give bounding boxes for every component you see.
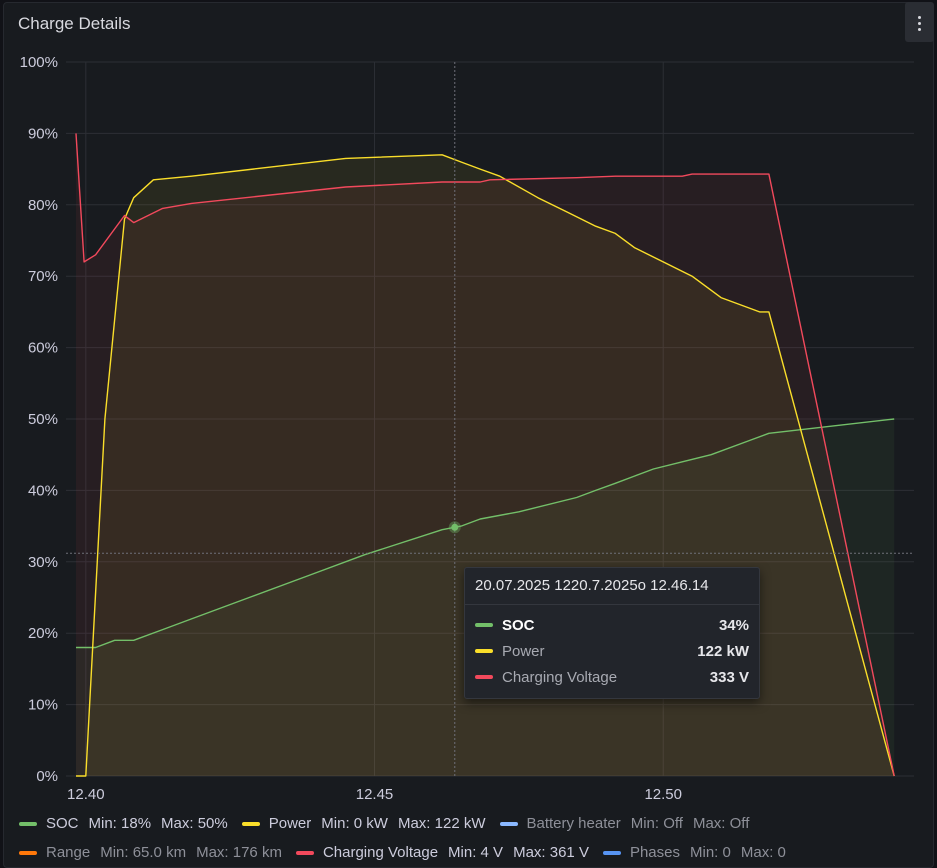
y-tick-label: 0%: [36, 768, 58, 785]
tooltip-value: 34%: [718, 616, 749, 634]
legend-label: Range: [46, 844, 91, 861]
panel-menu-button[interactable]: [905, 2, 934, 42]
legend-label: SOC: [46, 815, 79, 832]
series-line-soc: [76, 418, 895, 649]
legend-label: Battery heater: [526, 815, 621, 832]
tooltip-name: Power: [502, 642, 545, 660]
legend-max: Max: 0: [740, 844, 786, 861]
legend-item-charging-voltage[interactable]: Charging Voltage Min: 4 V Max: 361 V: [295, 844, 589, 861]
tooltip-row-soc: SOC 34%: [475, 615, 749, 635]
legend-min: Min: 0: [690, 844, 731, 861]
legend-min: Min: 0 kW: [321, 815, 388, 832]
legend-swatch: [19, 850, 37, 855]
legend-min: Min: Off: [630, 815, 683, 832]
chart-lines: [75, 133, 895, 777]
legend-max: Max: 122 kW: [397, 815, 486, 832]
y-tick-label: 30%: [28, 554, 58, 571]
legend-min: Min: 65.0 km: [100, 844, 187, 861]
y-tick-label: 10%: [28, 697, 58, 714]
legend-swatch: [602, 850, 621, 855]
dot-icon: [918, 22, 921, 25]
tooltip-name: SOC: [502, 616, 535, 634]
legend-min: Min: 4 V: [448, 844, 504, 861]
legend-item-soc[interactable]: SOC Min: 18% Max: 50%: [19, 815, 228, 832]
tooltip-name: Charging Voltage: [502, 668, 618, 686]
legend-max: Max: Off: [692, 815, 750, 832]
tooltip-timestamp: 20.07.2025 1220.7.2025o 12.46.14: [465, 568, 759, 605]
legend-swatch: [241, 821, 260, 826]
hover-point: [451, 523, 459, 531]
tooltip-swatch-voltage: [475, 675, 493, 679]
legend-swatch: [19, 821, 37, 826]
tooltip-swatch-soc: [475, 623, 493, 627]
x-tick-label: 12.40: [67, 786, 105, 803]
legend-item-range[interactable]: Range Min: 65.0 km Max: 176 km: [19, 844, 282, 861]
dot-icon: [918, 28, 921, 31]
y-tick-label: 60%: [28, 340, 58, 357]
series-line-power: [76, 154, 895, 777]
tooltip-value: 122 kW: [697, 642, 749, 660]
tooltip-swatch-power: [475, 649, 493, 653]
legend-item-power[interactable]: Power Min: 0 kW Max: 122 kW: [241, 815, 486, 832]
legend-item-phases[interactable]: Phases Min: 0 Max: 0: [602, 844, 786, 861]
x-tick-label: 12.50: [644, 786, 682, 803]
legend-label: Power: [268, 815, 312, 832]
legend-max: Max: 361 V: [513, 844, 589, 861]
charge-details-panel: Charge Details: [3, 2, 934, 868]
chart-tooltip: 20.07.2025 1220.7.2025o 12.46.14 SOC 34%…: [464, 567, 760, 699]
legend-max: Max: 176 km: [196, 844, 282, 861]
legend-row-2: Range Min: 65.0 km Max: 176 km Charging …: [19, 844, 800, 861]
x-tick-label: 12.45: [356, 786, 394, 803]
series-line-charging-voltage: [75, 133, 895, 777]
y-tick-label: 90%: [28, 125, 58, 142]
tooltip-value: 333 V: [709, 668, 749, 686]
panel-title: Charge Details: [18, 14, 131, 33]
hover-crosshair: [66, 62, 914, 776]
tooltip-row-power: Power 122 kW: [475, 641, 749, 661]
y-tick-label: 50%: [28, 411, 58, 428]
x-axis-ticks: 12.40 12.45 12.50: [67, 786, 682, 803]
legend-swatch: [499, 821, 518, 826]
legend-label: Phases: [629, 844, 680, 861]
legend-row-1: SOC Min: 18% Max: 50% Power Min: 0 kW Ma…: [19, 815, 763, 832]
tooltip-row-voltage: Charging Voltage 333 V: [475, 667, 749, 687]
legend-max: Max: 50%: [161, 815, 228, 832]
y-tick-label: 100%: [20, 54, 58, 71]
legend-min: Min: 18%: [88, 815, 152, 832]
y-tick-label: 70%: [28, 268, 58, 285]
legend-swatch: [295, 850, 314, 855]
y-axis-ticks: 0% 10% 20% 30% 40% 50% 60% 70% 80% 90% 100%: [20, 54, 58, 785]
dot-icon: [918, 16, 921, 19]
legend-item-battery-heater[interactable]: Battery heater Min: Off Max: Off: [499, 815, 750, 832]
y-tick-label: 80%: [28, 197, 58, 214]
y-tick-label: 40%: [28, 482, 58, 499]
legend-label: Charging Voltage: [322, 844, 439, 861]
y-tick-label: 20%: [28, 625, 58, 642]
